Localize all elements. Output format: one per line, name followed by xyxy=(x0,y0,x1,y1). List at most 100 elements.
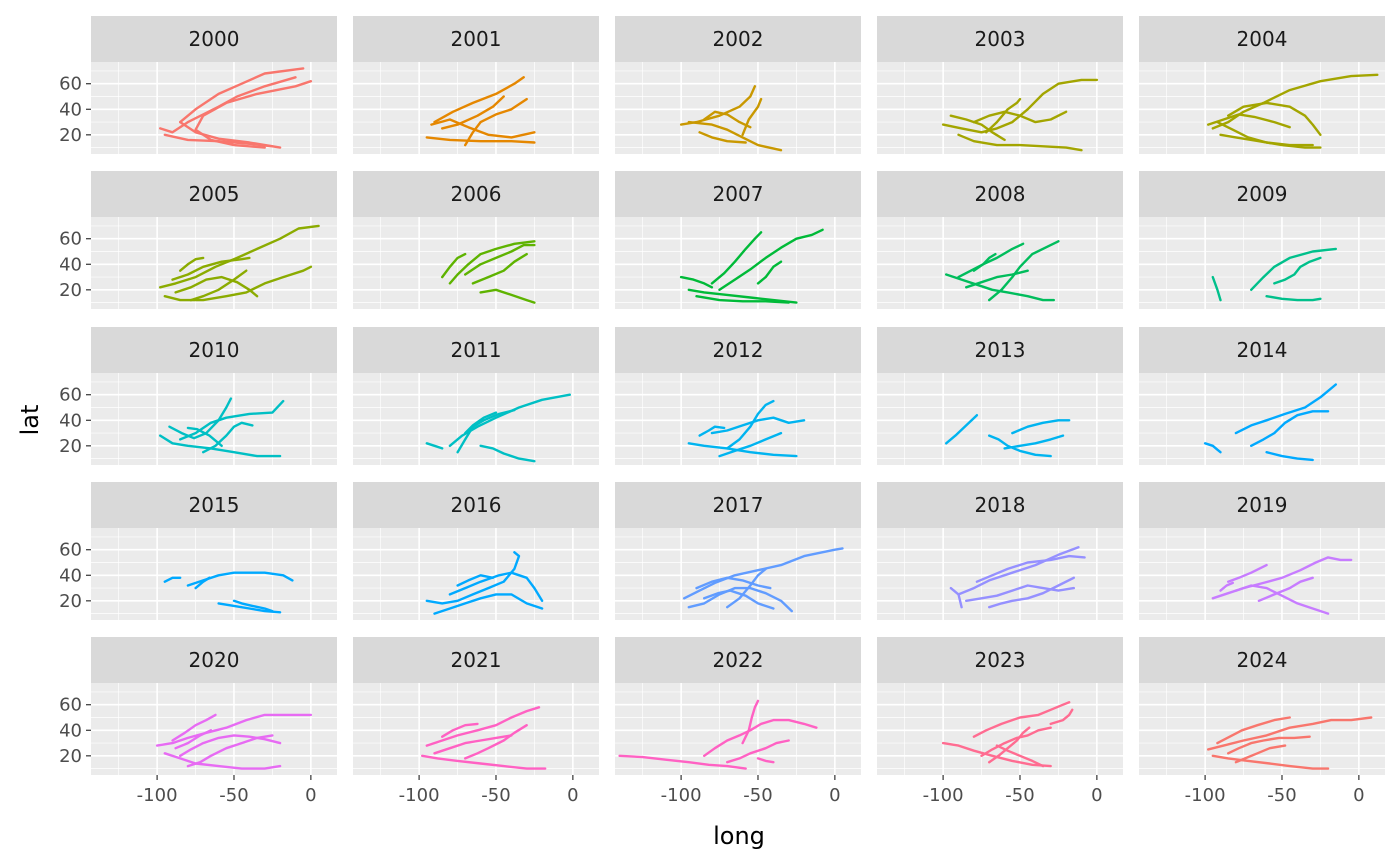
facet-label: 2023 xyxy=(975,648,1026,672)
storm-track xyxy=(441,252,467,279)
storm-track xyxy=(155,713,313,747)
storm-track xyxy=(1227,101,1322,136)
storm-track xyxy=(202,421,254,454)
x-tick-label: -100 xyxy=(137,785,178,806)
storm-track xyxy=(1203,442,1222,454)
facet-strip xyxy=(877,16,1123,62)
facet-strip xyxy=(353,327,599,373)
x-tick-label: -100 xyxy=(661,785,702,806)
facet-strip xyxy=(877,637,1123,683)
storm-track xyxy=(186,426,223,447)
y-tick-label: 40 xyxy=(59,99,82,120)
facet-label: 2001 xyxy=(451,27,502,51)
storm-track xyxy=(179,256,205,272)
storm-track xyxy=(425,706,541,747)
facet-strip xyxy=(91,327,337,373)
storm-track xyxy=(965,584,1075,602)
storm-track xyxy=(441,722,479,738)
panel-background xyxy=(877,683,1123,775)
facet-panel-2019: 2019 xyxy=(1139,482,1385,620)
storm-track xyxy=(945,414,979,445)
storm-track xyxy=(988,726,1031,764)
storm-track xyxy=(995,744,1045,768)
storm-track xyxy=(965,269,1029,289)
facet-panel-2005: 2005 xyxy=(91,171,337,309)
storm-track xyxy=(186,734,274,768)
panel-background xyxy=(353,217,599,309)
storm-track xyxy=(679,275,714,289)
facet-panels: 2000 2001 2002 2003 2004 2005 2006 2007 2008 2009… xyxy=(91,16,1385,775)
panel-background xyxy=(353,683,599,775)
storm-track xyxy=(756,260,783,285)
panel-background xyxy=(91,683,337,775)
storm-track xyxy=(1003,434,1065,450)
panel-background xyxy=(1139,528,1385,620)
storm-track xyxy=(1216,716,1291,745)
storm-track xyxy=(464,97,528,147)
storm-track xyxy=(448,393,571,447)
facet-panel-2020: 2020 xyxy=(91,637,337,775)
storm-track xyxy=(695,295,790,304)
facet-label: 2002 xyxy=(713,27,764,51)
y-tick-label: 20 xyxy=(59,125,82,146)
facet-panel-2002: 2002 xyxy=(615,16,861,154)
x-tick-label: 0 xyxy=(305,785,316,806)
x-tick-label: -50 xyxy=(219,785,248,806)
facet-label: 2008 xyxy=(975,182,1026,206)
storm-track xyxy=(174,275,259,298)
facet-label: 2011 xyxy=(451,338,502,362)
storm-track xyxy=(972,701,1071,738)
y-tick-label: 40 xyxy=(59,720,82,741)
facet-strip xyxy=(91,482,337,528)
facet-strip xyxy=(1139,637,1385,683)
facet-panel-2015: 2015 xyxy=(91,482,337,620)
y-tick-label: 60 xyxy=(59,540,82,561)
x-tick-label: -50 xyxy=(743,785,772,806)
storm-track xyxy=(972,252,997,272)
storm-track xyxy=(194,80,313,149)
facet-label: 2021 xyxy=(451,648,502,672)
storm-track xyxy=(1250,247,1337,291)
storm-track xyxy=(985,97,1022,134)
storm-track xyxy=(741,699,760,745)
storm-track xyxy=(975,554,1086,583)
storm-track xyxy=(687,120,783,152)
y-axis-title: lat xyxy=(16,405,44,436)
storm-track xyxy=(163,576,182,583)
facet-label: 2010 xyxy=(189,338,240,362)
y-tick-label: 40 xyxy=(59,254,82,275)
storm-track xyxy=(1265,295,1322,302)
storm-track xyxy=(957,546,1080,596)
storm-track xyxy=(1211,754,1330,770)
facet-strip xyxy=(353,171,599,217)
storm-track xyxy=(464,243,536,276)
x-tick-label: -50 xyxy=(1005,785,1034,806)
storm-track xyxy=(957,133,1083,152)
facet-label: 2000 xyxy=(189,27,240,51)
storm-track xyxy=(698,131,747,144)
y-tick-label: 20 xyxy=(59,436,82,457)
storm-track xyxy=(448,571,544,602)
storm-track xyxy=(687,288,798,304)
facet-panel-2023: 2023 xyxy=(877,637,1123,775)
x-tick-label: -50 xyxy=(1267,785,1296,806)
storm-track xyxy=(741,97,763,136)
panel-background xyxy=(91,373,337,465)
facet-label: 2005 xyxy=(189,182,240,206)
storm-track xyxy=(980,726,1052,757)
x-axis-title: long xyxy=(713,822,765,850)
storm-track xyxy=(464,411,498,435)
facet-panel-2014: 2014 xyxy=(1139,327,1385,465)
x-tick-label: 0 xyxy=(829,785,840,806)
storm-track xyxy=(163,133,274,148)
storm-track xyxy=(957,242,1025,279)
storm-track xyxy=(1227,563,1268,583)
storm-track xyxy=(703,110,752,129)
storm-track xyxy=(1250,410,1330,447)
facet-strip xyxy=(615,637,861,683)
facet-panel-2021: 2021 xyxy=(353,637,599,775)
facet-panel-2008: 2008 xyxy=(877,171,1123,309)
facet-strip xyxy=(615,171,861,217)
storm-track xyxy=(433,734,513,755)
storm-track xyxy=(683,547,844,600)
